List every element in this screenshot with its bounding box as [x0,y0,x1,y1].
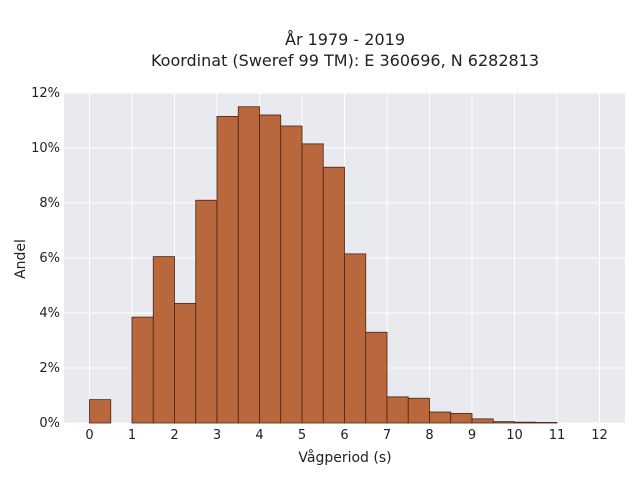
histogram-bar-3 [152,256,175,424]
histogram-bar-2 [131,316,154,424]
x-tick-label-1: 1 [128,428,136,443]
histogram-bar-6 [216,115,239,424]
x-tick-label-10: 10 [506,428,523,443]
histogram-bar-9 [280,125,303,424]
x-tick-label-3: 3 [213,428,221,443]
y-tick-label-3: 6% [39,251,60,266]
y-tick-label-2: 4% [39,306,60,321]
x-axis-title: Vågperiod (s) [298,449,391,466]
y-tick-label-4: 8% [39,196,60,211]
histogram-bar-19 [492,421,515,424]
histogram-bar-13 [365,331,388,424]
histogram-bar-21 [535,422,558,424]
histogram-bar-4 [174,302,197,424]
x-tick-label-8: 8 [425,428,433,443]
histogram-bar-18 [471,418,494,424]
histogram-bar-10 [301,143,324,424]
y-axis-title: Andel [13,239,29,279]
chart-title-line-2: Koordinat (Sweref 99 TM): E 360696, N 62… [151,51,539,70]
x-tick-label-6: 6 [340,428,348,443]
y-tick-label-5: 10% [31,141,60,156]
x-tick-label-7: 7 [383,428,391,443]
histogram-bar-11 [322,166,345,424]
x-tick-label-2: 2 [170,428,178,443]
x-tick-label-4: 4 [255,428,263,443]
y-tick-label-1: 2% [39,361,60,376]
histogram-bar-5 [195,199,218,424]
x-tick-label-12: 12 [591,428,608,443]
histogram-bar-8 [259,114,282,424]
x-tick-label-9: 9 [468,428,476,443]
x-tick-label-5: 5 [298,428,306,443]
y-tick-label-0: 0% [39,416,60,431]
histogram-bar-7 [237,106,260,424]
x-tick-label-0: 0 [85,428,93,443]
histogram-bar-14 [386,396,409,424]
histogram-bar-12 [344,253,367,424]
x-tick-label-11: 11 [549,428,566,443]
histogram-bar-17 [450,412,473,424]
histogram-bar-0 [89,399,112,424]
histogram-bar-20 [514,421,537,424]
histogram-bar-15 [407,397,430,424]
y-tick-label-6: 12% [31,86,60,101]
chart-title-line-1: År 1979 - 2019 [285,30,405,49]
histogram-bar-16 [429,411,452,424]
